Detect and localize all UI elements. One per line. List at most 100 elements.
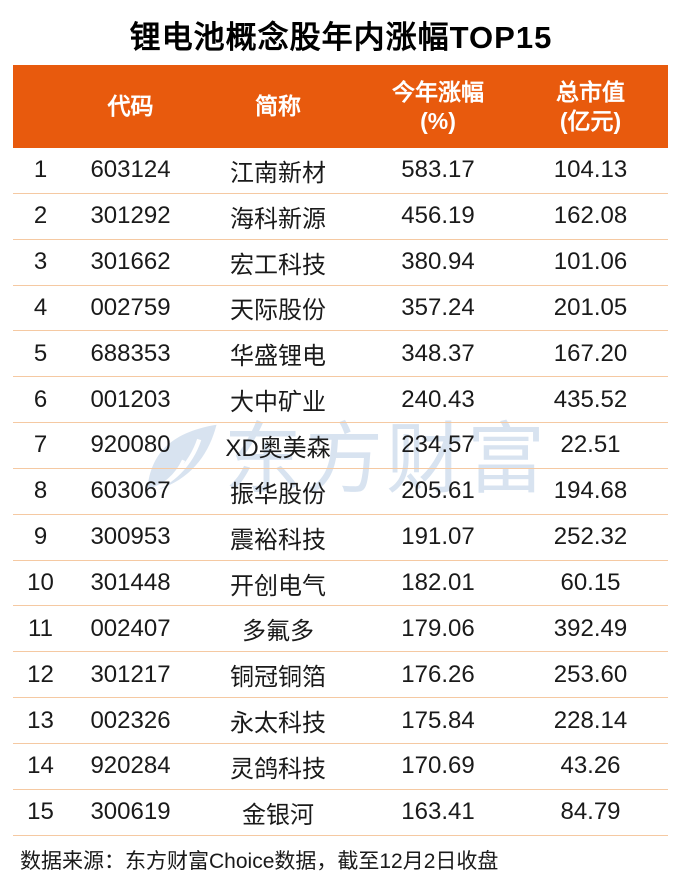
table-row: 5 688353 华盛锂电 348.37 167.20	[13, 331, 668, 378]
cell-ytd-gain: 191.07	[401, 523, 475, 551]
cell-rank: 8	[33, 477, 48, 505]
cell-ytd-gain: 176.26	[401, 660, 475, 688]
cell-stock-code: 603067	[90, 477, 171, 505]
cell-ytd-gain: 348.37	[401, 339, 475, 367]
cell-stock-name: 永太科技	[230, 710, 326, 738]
top15-table: 代码 简称 今年涨幅 (%) 总市值 (亿元) 1 603124 江南新材 58…	[13, 65, 668, 836]
cell-stock-name: 多氟多	[242, 618, 314, 646]
cell-market-cap: 167.20	[553, 339, 628, 367]
table-row: 8 603067 振华股份 205.61 194.68	[13, 469, 668, 515]
cell-market-cap: 22.51	[560, 431, 621, 459]
page-title: 锂电池概念股年内涨幅TOP15	[129, 20, 553, 55]
cell-stock-code: 920080	[90, 431, 171, 459]
cell-stock-code: 603124	[90, 156, 171, 184]
cell-stock-name: 天际股份	[230, 297, 326, 325]
table-body: 1 603124 江南新材 583.17 104.13 2 301292 海科新…	[13, 148, 668, 836]
table-header-row: 代码 简称 今年涨幅 (%) 总市值 (亿元)	[13, 65, 668, 148]
table-row: 10 301448 开创电气 182.01 60.15	[13, 561, 668, 607]
cell-market-cap: 162.08	[553, 202, 628, 230]
cell-stock-code: 002326	[90, 706, 171, 734]
data-source-note: 数据来源：东方财富Choice数据，截至12月2日收盘	[20, 850, 499, 873]
header-cell-code: 代码	[107, 93, 154, 119]
cell-stock-name: 灵鸽科技	[230, 755, 326, 783]
table-row: 14 920284 灵鸽科技 170.69 43.26	[13, 744, 668, 790]
table-row: 12 301217 铜冠铜箔 176.26 253.60	[13, 652, 668, 699]
cell-stock-code: 301448	[90, 569, 171, 597]
cell-rank: 4	[33, 293, 48, 321]
cell-stock-name: 震裕科技	[230, 526, 326, 554]
header-cell-name: 简称	[255, 93, 301, 119]
cell-stock-code: 301217	[90, 660, 171, 688]
cell-market-cap: 60.15	[560, 569, 621, 597]
cell-rank: 9	[33, 523, 48, 551]
cell-rank: 3	[33, 248, 48, 276]
cell-stock-name: 海科新源	[230, 205, 326, 233]
cell-stock-name: 江南新材	[230, 159, 326, 187]
cell-stock-name: 华盛锂电	[230, 343, 326, 371]
header-cell-gain-unit: (%)	[420, 107, 456, 134]
cell-market-cap: 201.05	[553, 293, 628, 321]
table-row: 1 603124 江南新材 583.17 104.13	[13, 148, 668, 194]
table-row: 9 300953 震裕科技 191.07 252.32	[13, 515, 668, 561]
cell-stock-name: 大中矿业	[230, 389, 326, 417]
cell-rank: 10	[27, 569, 54, 597]
cell-stock-code: 688353	[90, 339, 171, 367]
header-cell-mcap-unit: (亿元)	[559, 107, 622, 134]
cell-market-cap: 194.68	[553, 477, 628, 505]
cell-rank: 12	[27, 660, 54, 688]
cell-ytd-gain: 205.61	[401, 477, 475, 505]
table-row: 11 002407 多氟多 179.06 392.49	[13, 606, 668, 653]
cell-stock-name: 铜冠铜箔	[230, 664, 326, 692]
header-cell-gain-label: 今年涨幅	[392, 78, 484, 105]
header-cell-gain: 今年涨幅 (%)	[363, 78, 513, 136]
cell-market-cap: 435.52	[553, 385, 628, 413]
cell-market-cap: 253.60	[553, 660, 628, 688]
cell-ytd-gain: 240.43	[401, 385, 475, 413]
cell-stock-name: 开创电气	[230, 572, 326, 600]
cell-stock-code: 002407	[90, 614, 171, 642]
cell-market-cap: 392.49	[553, 614, 628, 642]
cell-ytd-gain: 583.17	[401, 156, 475, 184]
cell-stock-name: 金银河	[242, 801, 314, 829]
cell-ytd-gain: 175.84	[401, 706, 475, 734]
cell-rank: 15	[27, 798, 54, 826]
cell-ytd-gain: 163.41	[401, 798, 475, 826]
cell-stock-code: 301662	[90, 248, 171, 276]
cell-ytd-gain: 380.94	[401, 248, 475, 276]
cell-market-cap: 228.14	[553, 706, 628, 734]
cell-rank: 11	[28, 614, 53, 642]
table-row: 2 301292 海科新源 456.19 162.08	[13, 194, 668, 240]
cell-stock-code: 300619	[90, 798, 171, 826]
cell-market-cap: 84.79	[560, 798, 621, 826]
cell-rank: 2	[33, 202, 48, 230]
cell-stock-code: 002759	[90, 293, 171, 321]
cell-market-cap: 252.32	[553, 523, 628, 551]
cell-rank: 13	[27, 706, 54, 734]
cell-ytd-gain: 182.01	[401, 569, 475, 597]
table-row: 4 002759 天际股份 357.24 201.05	[13, 286, 668, 332]
cell-rank: 1	[33, 156, 48, 184]
cell-market-cap: 104.13	[553, 156, 628, 184]
cell-stock-name: XD奥美森	[225, 434, 331, 462]
table-row: 6 001203 大中矿业 240.43 435.52	[13, 377, 668, 424]
cell-rank: 6	[33, 385, 48, 413]
cell-rank: 14	[27, 752, 54, 780]
cell-market-cap: 101.06	[553, 248, 628, 276]
header-cell-mcap-label: 总市值	[556, 78, 625, 105]
cell-ytd-gain: 234.57	[401, 431, 475, 459]
header-cell-mcap: 总市值 (亿元)	[513, 78, 668, 136]
table-row: 15 300619 金银河 163.41 84.79	[13, 790, 668, 836]
cell-stock-code: 920284	[90, 752, 171, 780]
cell-rank: 5	[33, 339, 48, 367]
cell-ytd-gain: 179.06	[401, 614, 475, 642]
cell-market-cap: 43.26	[560, 752, 621, 780]
table-row: 7 920080 XD奥美森 234.57 22.51	[13, 423, 668, 469]
cell-stock-name: 宏工科技	[230, 251, 326, 279]
cell-ytd-gain: 456.19	[401, 202, 475, 230]
cell-ytd-gain: 170.69	[401, 752, 475, 780]
cell-ytd-gain: 357.24	[401, 293, 475, 321]
cell-stock-code: 300953	[90, 523, 171, 551]
cell-stock-code: 301292	[90, 202, 171, 230]
cell-rank: 7	[33, 431, 48, 459]
